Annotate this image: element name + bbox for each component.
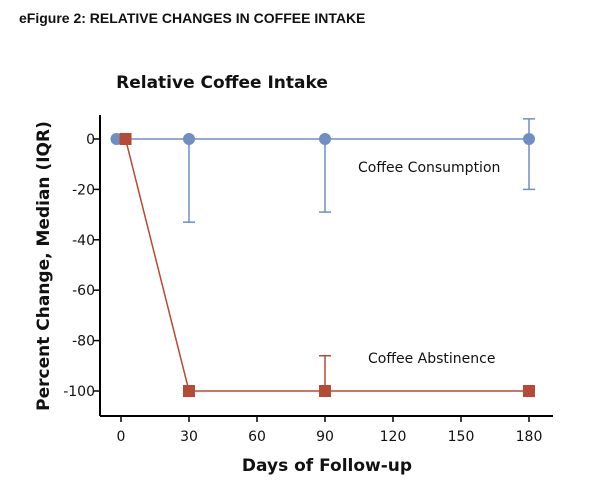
chart-title: Relative Coffee Intake	[116, 73, 328, 93]
series-label-coffee-consumption: Coffee Consumption	[358, 160, 500, 176]
x-axis-label: Days of Follow-up	[242, 456, 412, 476]
data-point	[110, 133, 123, 145]
data-point	[183, 385, 195, 397]
y-tick-label: -80	[72, 334, 95, 350]
y-tick-label: -60	[72, 283, 95, 299]
series-line	[124, 138, 529, 392]
data-point	[119, 133, 132, 145]
x-tick-label: 120	[380, 429, 407, 445]
figure-header: eFigure 2: RELATIVE CHANGES IN COFFEE IN…	[19, 10, 366, 26]
data-point	[319, 133, 331, 145]
y-tick-label: 0	[86, 132, 95, 148]
data-point	[523, 133, 535, 145]
series-1	[119, 133, 535, 397]
data-point	[319, 385, 331, 397]
series-layer	[110, 118, 535, 397]
ticks: 0 30 60 90 120 150 180 0 -20 -40 -60 -80 -100	[63, 132, 542, 445]
series-0	[110, 118, 535, 223]
data-point	[523, 385, 535, 397]
x-tick-label: 60	[248, 429, 266, 445]
x-tick-label: 0	[117, 429, 126, 445]
x-tick-label: 150	[448, 429, 475, 445]
y-tick-label: -40	[72, 233, 95, 249]
data-point	[183, 133, 195, 145]
x-tick-label: 90	[316, 429, 334, 445]
y-axis-label: Percent Change, Median (IQR)	[34, 121, 54, 411]
y-tick-label: -100	[63, 384, 95, 400]
x-tick-label: 180	[516, 429, 543, 445]
axes	[99, 115, 553, 417]
series-label-coffee-abstinence: Coffee Abstinence	[368, 351, 495, 367]
y-tick-label: -20	[72, 182, 95, 198]
x-tick-label: 30	[180, 429, 198, 445]
